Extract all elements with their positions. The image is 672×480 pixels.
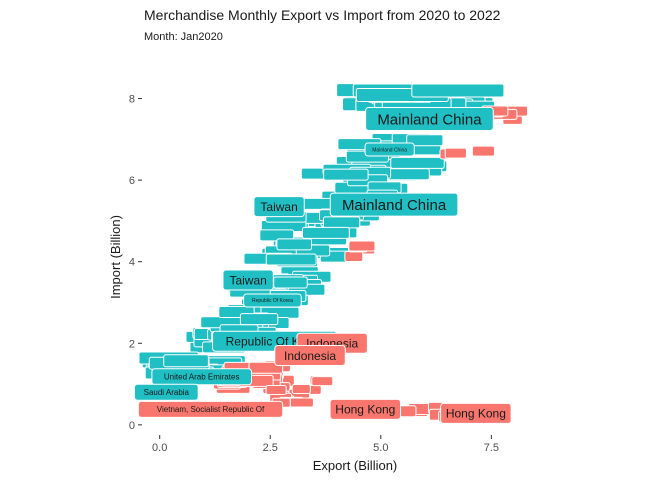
x-tick-label: 5.0 (373, 442, 388, 454)
data-label: Mainland China (365, 106, 494, 131)
data-label-text: Saudi Arabia (144, 388, 190, 397)
data-label-box (411, 83, 505, 98)
data-label: Republic Of Korea (243, 293, 302, 308)
data-label-box (471, 145, 496, 157)
data-label-box (406, 134, 444, 147)
y-tick-label: 8 (129, 94, 135, 106)
y-axis-title: Import (Billion) (108, 215, 123, 299)
data-label-box (344, 251, 364, 263)
data-label: Taiwan (253, 196, 305, 218)
data-label: Indonesia (274, 345, 346, 367)
y-tick-label: 4 (129, 257, 135, 269)
data-label-text: Hong Kong (446, 407, 506, 421)
data-label: Mainland China (329, 192, 459, 217)
data-label-text: Mainland China (377, 111, 482, 128)
data-label-box (248, 361, 284, 374)
data-label: Mainland China (364, 142, 415, 157)
data-label: Hong Kong (329, 398, 402, 420)
y-tick-label: 0 (129, 420, 135, 432)
data-label-box (440, 402, 512, 424)
y-tick-label: 2 (129, 338, 135, 350)
data-label-text: Taiwan (260, 200, 297, 214)
data-label-box (323, 168, 369, 181)
data-label-text: Mainland China (372, 147, 407, 153)
data-label-box (444, 147, 467, 159)
x-axis: 0.0 2.5 5.0 7.5 (152, 435, 499, 454)
data-label-box (222, 269, 274, 291)
data-label: Vietnam, Socialist Republic Of (137, 400, 284, 418)
data-label: Saudi Arabia (133, 383, 199, 401)
data-label: United Arab Emirates (151, 368, 252, 386)
data-label-box (364, 142, 415, 157)
x-tick-label: 0.0 (152, 442, 167, 454)
data-label-box (265, 385, 287, 396)
data-label-box (348, 240, 376, 252)
data-label-box (289, 397, 314, 408)
data-label-box (291, 383, 311, 394)
data-label-box (274, 345, 346, 367)
data-label-box (301, 226, 350, 239)
data-label-box (243, 293, 302, 308)
data-label-box (276, 238, 313, 251)
data-label-layer: Mainland China Mainland China Taiwan Taiwan… (133, 106, 512, 424)
data-label-text: Republic Of Korea (252, 298, 293, 304)
y-axis: 0 2 4 6 8 (129, 94, 142, 432)
data-label-text: Hong Kong (335, 403, 395, 417)
data-label-box (265, 253, 317, 266)
data-label-text: Taiwan (229, 273, 266, 287)
data-label-box (133, 383, 199, 401)
y-tick-label: 6 (129, 175, 135, 187)
data-label-box (151, 368, 252, 386)
chart-title: Merchandise Monthly Export vs Import fro… (144, 7, 501, 23)
x-tick-label: 2.5 (263, 442, 278, 454)
data-label-box (390, 156, 445, 169)
data-label-text: Vietnam, Socialist Republic Of (157, 405, 265, 414)
data-label-box (386, 168, 430, 181)
data-label-box (329, 398, 402, 420)
data-label-box (239, 313, 279, 326)
data-label: Taiwan (222, 269, 274, 291)
x-tick-label: 7.5 (484, 442, 499, 454)
data-label: Hong Kong (440, 402, 512, 424)
data-label-box (273, 276, 308, 289)
data-label-box (137, 400, 284, 418)
data-label-text: Indonesia (284, 349, 336, 363)
data-label-box (163, 354, 209, 368)
data-label-box (322, 216, 361, 229)
data-label-box (311, 376, 334, 387)
data-label-text: Mainland China (342, 197, 447, 214)
data-label-box (329, 192, 459, 217)
data-label-box (253, 196, 305, 218)
chart-subtitle: Month: Jan2020 (144, 31, 223, 43)
x-axis-title: Export (Billion) (313, 458, 398, 473)
data-label-text: United Arab Emirates (164, 373, 240, 382)
data-label-box (365, 106, 494, 131)
